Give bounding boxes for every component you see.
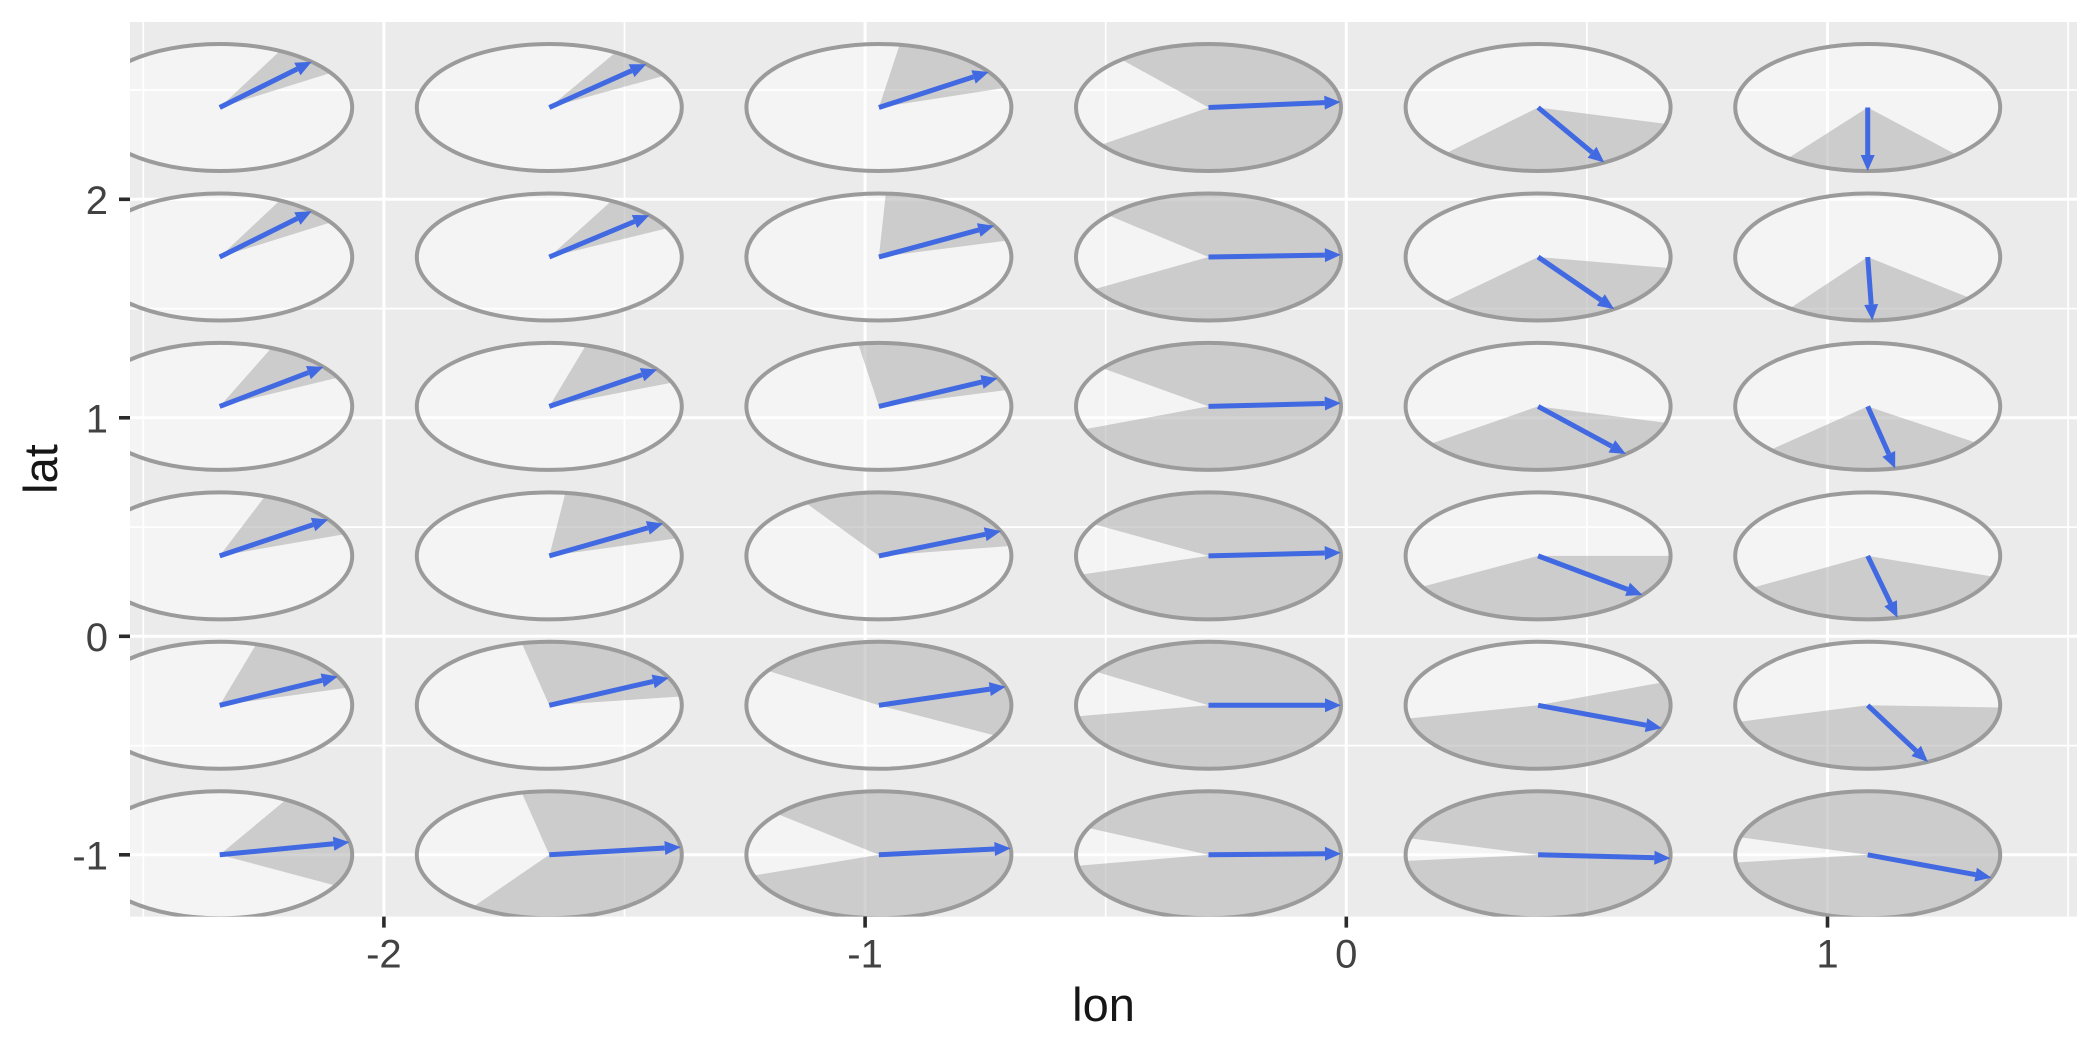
svg-text:-1: -1 (847, 932, 883, 976)
svg-text:1: 1 (1816, 932, 1838, 976)
svg-text:-2: -2 (366, 932, 402, 976)
svg-text:lat: lat (14, 444, 67, 494)
svg-text:lon: lon (1072, 978, 1135, 1031)
svg-text:2: 2 (86, 179, 108, 223)
svg-text:-1: -1 (72, 834, 108, 878)
svg-text:1: 1 (86, 397, 108, 441)
svg-text:0: 0 (1335, 932, 1357, 976)
svg-text:0: 0 (86, 616, 108, 660)
